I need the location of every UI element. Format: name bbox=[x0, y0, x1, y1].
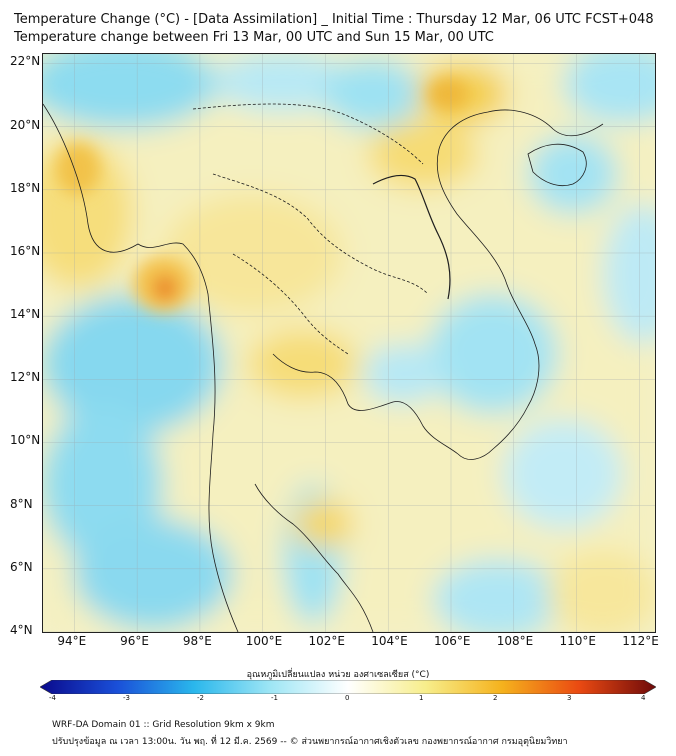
colorbar-gradient bbox=[40, 680, 656, 694]
longitude-label: 100°E bbox=[245, 634, 283, 648]
colorbar-tick-label: 2 bbox=[493, 694, 498, 702]
latitude-label: 18°N bbox=[10, 180, 41, 195]
longitude-label: 98°E bbox=[182, 634, 212, 648]
gridlines bbox=[43, 54, 655, 632]
warm-anomaly bbox=[56, 78, 468, 312]
temperature-change-map bbox=[42, 53, 656, 633]
colorbar-tick-label: -2 bbox=[197, 694, 204, 702]
colorbar-tick-label: 3 bbox=[567, 694, 572, 702]
colorbar-tick-label: 0 bbox=[345, 694, 350, 702]
footer-model-info: WRF-DA Domain 01 :: Grid Resolution 9km … bbox=[52, 720, 275, 730]
map-canvas bbox=[43, 54, 655, 632]
colorbar-title: อุณหภูมิเปลี่ยนแปลง หน่วย องศาเซลเซียส (… bbox=[246, 670, 430, 680]
colorbar-tick-label: 4 bbox=[641, 694, 646, 702]
longitude-label: 108°E bbox=[496, 634, 534, 648]
longitude-label: 104°E bbox=[371, 634, 408, 648]
latitude-label: 20°N bbox=[10, 117, 41, 132]
footer-credits: ปรับปรุงข้อมูล ณ เวลา 13:00น. วัน พฤ. ที… bbox=[52, 737, 568, 747]
latitude-label: 12°N bbox=[10, 370, 41, 385]
colorbar bbox=[40, 680, 656, 694]
longitude-label: 112°E bbox=[622, 634, 659, 648]
latitude-label: 14°N bbox=[10, 307, 41, 322]
latitude-label: 6°N bbox=[10, 559, 33, 574]
latitude-label: 16°N bbox=[10, 243, 41, 258]
longitude-label: 102°E bbox=[308, 634, 345, 648]
colorbar-tick-label: 1 bbox=[419, 694, 424, 702]
coastlines bbox=[43, 103, 604, 632]
colorbar-tick-label: -4 bbox=[49, 694, 56, 702]
longitude-label: 96°E bbox=[120, 634, 149, 648]
latitude-label: 4°N bbox=[10, 623, 33, 637]
chart-subtitle: Temperature change between Fri 13 Mar, 0… bbox=[14, 30, 494, 45]
colorbar-tick-label: -3 bbox=[123, 694, 130, 702]
chart-title: Temperature Change (°C) - [Data Assimila… bbox=[14, 12, 654, 27]
latitude-label: 10°N bbox=[10, 433, 41, 448]
latitude-label: 22°N bbox=[10, 54, 41, 69]
latitude-label: 8°N bbox=[10, 496, 33, 511]
longitude-label: 94°E bbox=[57, 634, 87, 648]
temperature-field bbox=[43, 54, 655, 632]
colorbar-tick-label: -1 bbox=[271, 694, 278, 702]
longitude-label: 110°E bbox=[559, 634, 597, 648]
longitude-label: 106°E bbox=[434, 634, 471, 648]
